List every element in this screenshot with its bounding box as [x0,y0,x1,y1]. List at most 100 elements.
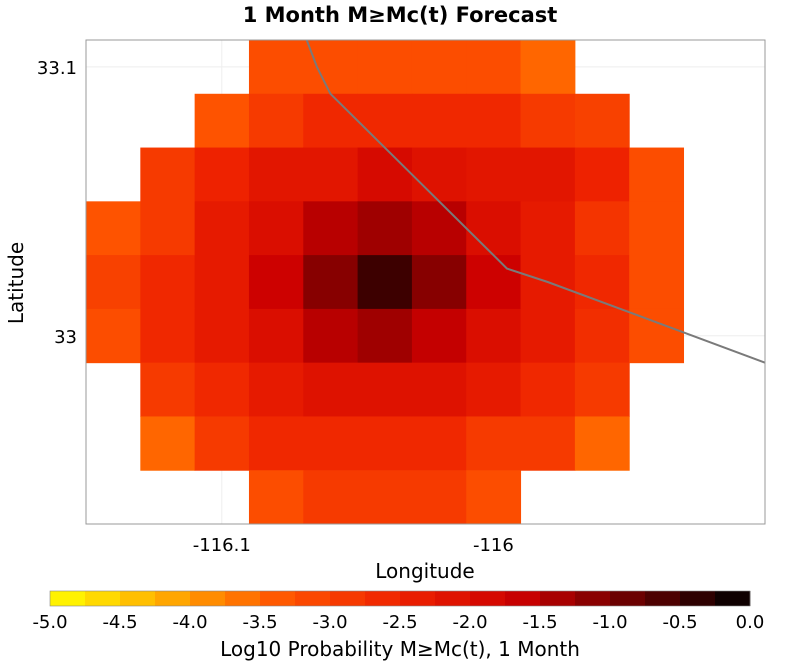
heatmap-cell [357,147,413,202]
colorbar-segment [680,591,716,606]
heatmap-cell [194,308,250,364]
colorbar-tick-label: 0.0 [736,612,765,633]
heatmap-cell [303,255,359,310]
colorbar-segment [190,591,226,606]
heatmap-cell [574,416,630,471]
heatmap-cell [411,416,467,471]
heatmap-cell [466,93,522,149]
heatmap-cell [466,147,522,202]
heatmap-cell [140,147,196,202]
heatmap-cell [466,255,522,310]
colorbar-label: Log10 Probability M≥Mc(t), 1 Month [220,637,580,661]
heatmap-cell [357,416,413,471]
colorbar-segment [85,591,121,606]
heatmap-cell [411,93,467,149]
heatmap-cell [411,40,467,95]
heatmap-cell [140,201,196,256]
y-tick-label: 33.1 [37,58,77,79]
heatmap-cell [248,470,304,525]
heatmap-cell [466,201,522,256]
heatmap-cell [194,416,250,471]
heatmap-cell [248,255,304,310]
heatmap-cell [411,470,467,525]
colorbar-segment [470,591,506,606]
colorbar-segment [365,591,401,606]
heatmap-cell [303,308,359,364]
heatmap-cell [357,255,413,310]
heatmap-cell [357,201,413,256]
colorbar-tick-label: -4.5 [102,612,137,633]
heatmap-cell [520,40,576,95]
heatmap-cell [629,308,685,364]
heatmap-cell [520,416,576,471]
heatmap-cell [248,147,304,202]
colorbar-tick-label: -2.0 [452,612,487,633]
colorbar-segment [260,591,296,606]
colorbar-segment [400,591,436,606]
heatmap-cell [520,308,576,364]
heatmap-cell [303,93,359,149]
colorbar-segment [610,591,646,606]
colorbar-tick-label: -1.5 [522,612,557,633]
colorbar-segment [50,591,86,606]
x-tick-label: -116 [473,535,514,556]
heatmap-cells [86,40,685,525]
heatmap-cell [357,362,413,417]
heatmap-cell [194,255,250,310]
colorbar-tick-label: -2.5 [382,612,417,633]
heatmap-cell [411,308,467,364]
heatmap-cell [574,255,630,310]
heatmap-cell [303,40,359,95]
fault-trace-line [305,40,765,364]
colorbar-segment [540,591,576,606]
heatmap-cell [466,40,522,95]
y-tick-label: 33 [54,327,77,348]
colorbar-segment [295,591,331,606]
heatmap-cell [140,308,196,364]
colorbar-segment [155,591,191,606]
colorbar-segment [645,591,681,606]
heatmap-cell [303,470,359,525]
heatmap-cell [357,40,413,95]
colorbar-segment [715,591,751,606]
heatmap-cell [303,147,359,202]
plot-frame [85,39,766,525]
colorbar-segment [120,591,156,606]
heatmap-cell [466,362,522,417]
heatmap-cell [411,201,467,256]
heatmap-cell [357,308,413,364]
heatmap-cell [520,362,576,417]
heatmap-cell [520,93,576,149]
colorbar-tick-labels: -5.0 -4.5 -4.0 -3.5 -3.0 -2.5 -2.0 -1.5 -1.0 -0.5… [32,612,764,633]
heatmap-cell [629,255,685,310]
colorbar [49,590,751,607]
heatmap-cell [574,147,630,202]
heatmap-cell [303,201,359,256]
heatmap-cell [194,93,250,149]
heatmap-cell [357,470,413,525]
heatmap-cell [466,416,522,471]
heatmap-cell [140,416,196,471]
x-tick-label: -116.1 [193,535,251,556]
y-tick-labels: 33.1 33 [37,58,77,348]
chart-title: 1 Month M≥Mc(t) Forecast [243,3,558,27]
heatmap-cell [194,201,250,256]
heatmap-cell [248,201,304,256]
colorbar-segment [330,591,366,606]
colorbar-frame [49,590,751,607]
colorbar-segment [225,591,261,606]
colorbar-tick-label: -0.5 [662,612,697,633]
colorbar-tick-label: -4.0 [172,612,207,633]
heatmap-cell [194,362,250,417]
heatmap-cell [248,93,304,149]
colorbar-segment [505,591,541,606]
heatmap-cell [574,201,630,256]
colorbar-segment [575,591,611,606]
fault-trace [305,40,765,364]
heatmap-cell [194,147,250,202]
y-axis-label: Latitude [4,242,28,324]
colorbar-tick-label: -3.5 [242,612,277,633]
heatmap-cell [86,201,141,256]
colorbar-tick-label: -1.0 [592,612,627,633]
